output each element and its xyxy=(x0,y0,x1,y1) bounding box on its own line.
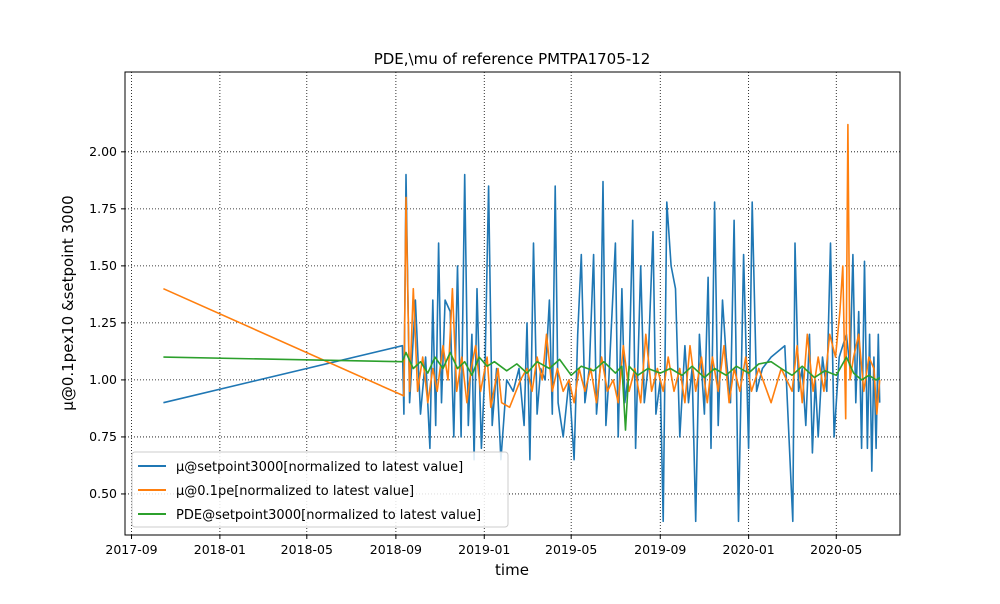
y-axis-title: μ@0.1pex10 &setpoint 3000 xyxy=(59,195,77,410)
x-tick-label: 2019-01 xyxy=(458,542,510,557)
y-tick-label: 1.00 xyxy=(89,372,117,387)
x-tick-label: 2019-05 xyxy=(545,542,597,557)
y-tick-label: 0.75 xyxy=(89,429,117,444)
legend: μ@setpoint3000[normalized to latest valu… xyxy=(131,451,509,528)
x-tick-label: 2017-09 xyxy=(105,542,157,557)
x-tick-label: 2020-05 xyxy=(810,542,862,557)
legend-box xyxy=(131,451,509,528)
grid-layer xyxy=(125,72,900,535)
x-tick-label: 2018-09 xyxy=(370,542,422,557)
x-tick-label: 2018-01 xyxy=(194,542,246,557)
chart-title: PDE,\mu of reference PMTPA1705-12 xyxy=(374,50,651,68)
legend-label-mu-setpoint: μ@setpoint3000[normalized to latest valu… xyxy=(176,460,463,475)
x-tick-label: 2018-05 xyxy=(281,542,333,557)
x-tick-label: 2019-09 xyxy=(634,542,686,557)
x-tick-label: 2020-01 xyxy=(723,542,775,557)
y-tick-label: 1.50 xyxy=(89,258,117,273)
series-layer xyxy=(163,123,881,523)
y-tick-label: 1.25 xyxy=(89,315,117,330)
legend-label-pde-setpoint: PDE@setpoint3000[normalized to latest va… xyxy=(176,508,481,523)
x-axis-title: time xyxy=(495,561,529,579)
y-tick-label: 2.00 xyxy=(89,144,117,159)
y-axis-ticks: 0.50 0.75 1.00 1.25 1.50 1.75 2.00 xyxy=(89,144,125,501)
series-line-mu-setpoint xyxy=(163,173,881,523)
series-line-mu-01pe xyxy=(163,123,881,420)
y-tick-label: 0.50 xyxy=(89,486,117,501)
x-axis-ticks: 2017-09 2018-01 2018-05 2018-09 2019-01 2019-… xyxy=(105,535,862,557)
plot-frame xyxy=(124,71,901,536)
series-line-pde-setpoint xyxy=(163,351,881,431)
y-tick-label: 1.75 xyxy=(89,201,117,216)
legend-label-mu-01pe: μ@0.1pe[normalized to latest value] xyxy=(176,484,414,499)
